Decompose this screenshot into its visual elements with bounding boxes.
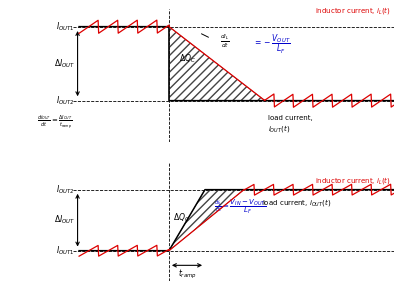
Text: $\frac{di_L}{dt}$: $\frac{di_L}{dt}$ bbox=[220, 33, 229, 50]
Text: $I_{OUT1}$: $I_{OUT1}$ bbox=[56, 244, 75, 257]
Text: $\frac{di_{OUT}}{dt} = \frac{\Delta I_{OUT}}{t_{ramp}}$: $\frac{di_{OUT}}{dt} = \frac{\Delta I_{O… bbox=[37, 114, 73, 132]
Text: load current,
$i_{OUT}(t)$: load current, $i_{OUT}(t)$ bbox=[267, 115, 312, 134]
Text: $t_{ramp}$: $t_{ramp}$ bbox=[177, 268, 196, 281]
Text: inductor current, $i_L(t)$: inductor current, $i_L(t)$ bbox=[314, 5, 390, 16]
Text: $I_{OUT2}$: $I_{OUT2}$ bbox=[56, 94, 75, 107]
Text: $I_{OUT1}$: $I_{OUT1}$ bbox=[56, 20, 75, 33]
Text: $\Delta I_{OUT}$: $\Delta I_{OUT}$ bbox=[54, 57, 75, 70]
Text: $= -\dfrac{V_{OUT}}{L_F}$: $= -\dfrac{V_{OUT}}{L_F}$ bbox=[252, 33, 290, 56]
Text: $\frac{di_L}{dt} = \dfrac{V_{IN} - V_{OUT}}{L_F}$: $\frac{di_L}{dt} = \dfrac{V_{IN} - V_{OU… bbox=[213, 197, 266, 215]
Text: $I_{OUT2}$: $I_{OUT2}$ bbox=[56, 184, 75, 196]
Text: inductor current, $i_L(t)$: inductor current, $i_L(t)$ bbox=[314, 175, 390, 186]
Text: load current, $i_{OUT}(t)$: load current, $i_{OUT}(t)$ bbox=[261, 197, 330, 208]
Text: $\Delta Q_C$: $\Delta Q_C$ bbox=[179, 53, 196, 65]
Text: $\Delta Q_C$: $\Delta Q_C$ bbox=[173, 211, 190, 224]
Text: $\Delta I_{OUT}$: $\Delta I_{OUT}$ bbox=[54, 214, 75, 226]
